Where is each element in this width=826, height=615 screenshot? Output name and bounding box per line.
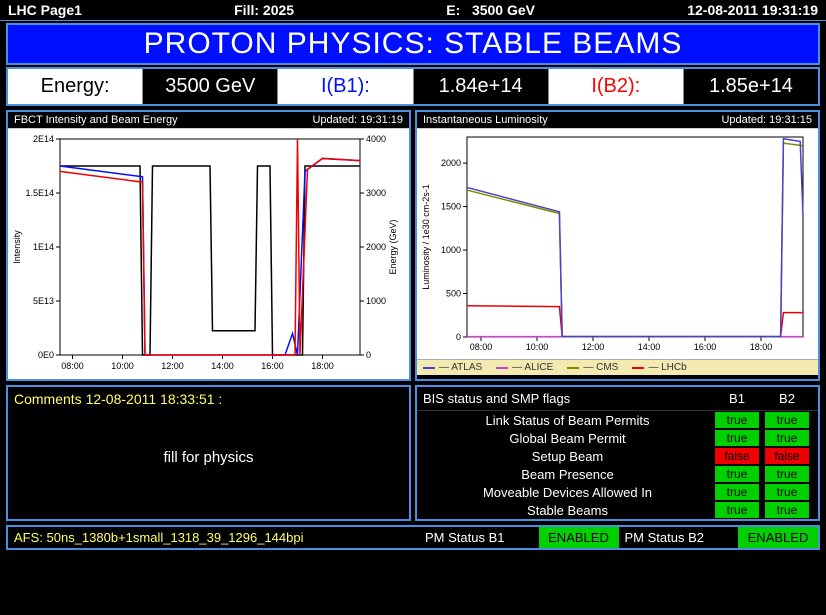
- energy-status: E: 3500 GeV: [446, 2, 535, 18]
- svg-text:10:00: 10:00: [111, 361, 134, 371]
- energy-cell-value: 3500 GeV: [143, 69, 278, 104]
- svg-text:10:00: 10:00: [526, 342, 549, 352]
- svg-text:08:00: 08:00: [470, 342, 493, 352]
- svg-text:500: 500: [446, 289, 461, 299]
- svg-text:Luminosity / 1e30 cm-2s-1: Luminosity / 1e30 cm-2s-1: [421, 184, 431, 290]
- legend-item: — ATLAS: [423, 362, 482, 373]
- svg-text:16:00: 16:00: [694, 342, 717, 352]
- flag-label: Moveable Devices Allowed In: [423, 485, 712, 500]
- svg-text:16:00: 16:00: [261, 361, 284, 371]
- flag-b2-pill: true: [765, 502, 809, 518]
- flags-header-label: BIS status and SMP flags: [423, 391, 712, 406]
- svg-text:12:00: 12:00: [161, 361, 184, 371]
- top-status-bar: LHC Page1 Fill: 2025 E: 3500 GeV 12-08-2…: [0, 0, 826, 21]
- footer-bar: AFS: 50ns_1380b+1small_1318_39_1296_144b…: [6, 525, 820, 550]
- svg-text:2000: 2000: [366, 242, 386, 252]
- svg-text:1E14: 1E14: [33, 242, 54, 252]
- pm2-value: ENABLED: [738, 527, 818, 548]
- chart1-updated: Updated: 19:31:19: [312, 114, 403, 126]
- svg-text:08:00: 08:00: [61, 361, 84, 371]
- flag-row: Stable Beams true true: [417, 501, 818, 519]
- flag-label: Stable Beams: [423, 503, 712, 518]
- comments-panel: Comments 12-08-2011 18:33:51 : fill for …: [6, 385, 411, 521]
- flag-b2-pill: true: [765, 484, 809, 500]
- svg-text:1.5E14: 1.5E14: [25, 188, 54, 198]
- pm1-label: PM Status B1: [419, 527, 539, 548]
- chart2-body: 0 500 1000 1500 2000 08:00 10:00 12:00 14:00 16:0…: [417, 129, 818, 359]
- flag-b1-pill: true: [715, 412, 759, 428]
- flags-col-b1: B1: [712, 391, 762, 406]
- svg-text:12:00: 12:00: [582, 342, 605, 352]
- pm2-label: PM Status B2: [619, 527, 739, 548]
- b1-cell-label: I(B1):: [278, 69, 413, 104]
- legend-item: — ALICE: [496, 362, 553, 373]
- chart2-updated: Updated: 19:31:15: [721, 114, 812, 126]
- svg-text:1500: 1500: [441, 202, 461, 212]
- flag-row: Global Beam Permit true true: [417, 429, 818, 447]
- flag-b2-pill: true: [765, 430, 809, 446]
- chart2-legend: — ATLAS — ALICE — CMS — LHCb: [417, 359, 818, 375]
- legend-item: — LHCb: [632, 362, 686, 373]
- page-label: LHC Page1: [8, 2, 82, 18]
- b2-cell-label: I(B2):: [549, 69, 684, 104]
- flag-row: Setup Beam false false: [417, 447, 818, 465]
- intensity-chart-box: FBCT Intensity and Beam Energy Updated: …: [6, 110, 411, 381]
- svg-text:4000: 4000: [366, 134, 386, 144]
- flag-b1-pill: true: [715, 430, 759, 446]
- datetime-label: 12-08-2011 19:31:19: [687, 2, 818, 18]
- charts-container: FBCT Intensity and Beam Energy Updated: …: [6, 110, 820, 381]
- svg-text:5E13: 5E13: [33, 296, 54, 306]
- bottom-panels: Comments 12-08-2011 18:33:51 : fill for …: [6, 385, 820, 521]
- chart1-title: FBCT Intensity and Beam Energy: [14, 114, 178, 126]
- flag-b2-pill: false: [765, 448, 809, 464]
- flag-row: Beam Presence true true: [417, 465, 818, 483]
- svg-text:1000: 1000: [441, 245, 461, 255]
- svg-text:18:00: 18:00: [750, 342, 773, 352]
- svg-text:0: 0: [456, 332, 461, 342]
- flag-label: Link Status of Beam Permits: [423, 413, 712, 428]
- flag-b1-pill: true: [715, 466, 759, 482]
- svg-text:0: 0: [366, 350, 371, 360]
- flag-b1-pill: false: [715, 448, 759, 464]
- flag-row: Moveable Devices Allowed In true true: [417, 483, 818, 501]
- flag-b1-pill: true: [715, 484, 759, 500]
- flag-label: Beam Presence: [423, 467, 712, 482]
- svg-text:Energy (GeV): Energy (GeV): [388, 219, 398, 274]
- energy-cell-label: Energy:: [8, 69, 143, 104]
- afs-label: AFS: 50ns_1380b+1small_1318_39_1296_144b…: [8, 527, 419, 548]
- legend-item: — CMS: [567, 362, 618, 373]
- svg-text:Intensity: Intensity: [12, 230, 22, 264]
- b1-cell-value: 1.84e+14: [414, 69, 549, 104]
- svg-text:0E0: 0E0: [38, 350, 54, 360]
- comments-header: Comments 12-08-2011 18:33:51 :: [8, 387, 409, 411]
- flag-label: Setup Beam: [423, 449, 712, 464]
- main-banner: PROTON PHYSICS: STABLE BEAMS: [6, 23, 820, 65]
- flags-panel: BIS status and SMP flags B1 B2 Link Stat…: [415, 385, 820, 521]
- comments-body: fill for physics: [8, 411, 409, 504]
- flag-b1-pill: true: [715, 502, 759, 518]
- flags-col-b2: B2: [762, 391, 812, 406]
- flag-b2-pill: true: [765, 412, 809, 428]
- svg-text:2E14: 2E14: [33, 134, 54, 144]
- pm1-value: ENABLED: [539, 527, 619, 548]
- status-row: Energy: 3500 GeV I(B1): 1.84e+14 I(B2): …: [6, 67, 820, 106]
- svg-text:14:00: 14:00: [638, 342, 661, 352]
- luminosity-chart-box: Instantaneous Luminosity Updated: 19:31:…: [415, 110, 820, 381]
- svg-text:18:00: 18:00: [311, 361, 334, 371]
- chart2-title: Instantaneous Luminosity: [423, 114, 548, 126]
- flag-row: Link Status of Beam Permits true true: [417, 411, 818, 429]
- svg-text:14:00: 14:00: [211, 361, 234, 371]
- chart1-body: 0E0 5E13 1E14 1.5E14 2E14 0 1000 2000 3000 4000 08…: [8, 129, 409, 379]
- svg-text:3000: 3000: [366, 188, 386, 198]
- svg-text:1000: 1000: [366, 296, 386, 306]
- fill-status: Fill: 2025: [234, 2, 294, 18]
- flag-b2-pill: true: [765, 466, 809, 482]
- b2-cell-value: 1.85e+14: [684, 69, 818, 104]
- flag-label: Global Beam Permit: [423, 431, 712, 446]
- svg-text:2000: 2000: [441, 158, 461, 168]
